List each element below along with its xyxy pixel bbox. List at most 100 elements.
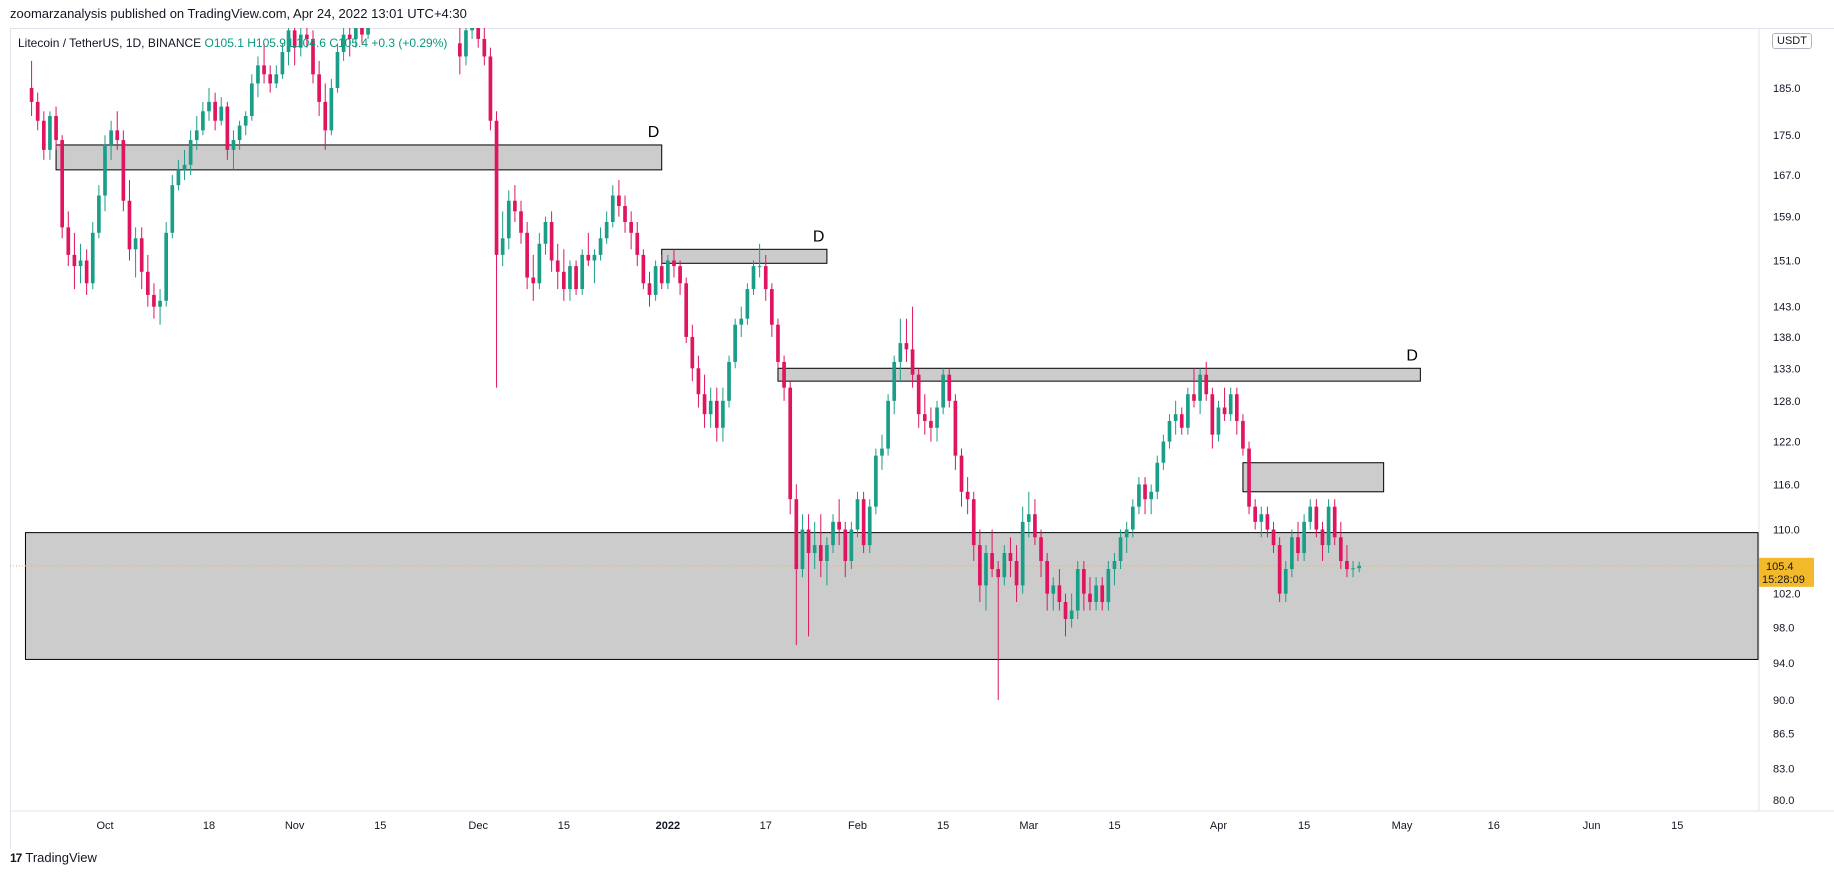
candle[interactable] (470, 28, 474, 39)
candle[interactable] (1161, 434, 1166, 470)
candle[interactable] (1332, 499, 1337, 546)
candle[interactable] (1106, 560, 1111, 611)
candle[interactable] (623, 195, 627, 233)
candle[interactable] (812, 521, 817, 570)
candle[interactable] (182, 149, 187, 181)
candle[interactable] (984, 545, 988, 611)
candle[interactable] (537, 232, 542, 290)
candle[interactable] (1259, 506, 1264, 538)
candle[interactable] (1143, 477, 1147, 515)
candle[interactable] (892, 355, 897, 415)
candle[interactable] (971, 491, 976, 561)
candle[interactable] (647, 271, 652, 307)
candle[interactable] (978, 529, 982, 603)
footer-brand[interactable]: 17 TradingView (10, 850, 97, 865)
candle[interactable] (249, 74, 254, 121)
candle[interactable] (739, 306, 744, 337)
candle[interactable] (90, 221, 95, 290)
candle[interactable] (1290, 529, 1294, 578)
candle[interactable] (763, 254, 768, 301)
candle[interactable] (953, 394, 958, 470)
candle[interactable] (311, 30, 315, 84)
candle[interactable] (770, 283, 774, 337)
candle[interactable] (152, 283, 156, 319)
candle[interactable] (1045, 553, 1049, 611)
candle[interactable] (1204, 361, 1209, 401)
candle[interactable] (867, 499, 872, 554)
candle[interactable] (1002, 545, 1007, 586)
candle[interactable] (874, 448, 878, 515)
candle[interactable] (347, 28, 352, 57)
candle[interactable] (916, 368, 921, 428)
candle[interactable] (678, 260, 682, 295)
candle[interactable] (292, 28, 297, 66)
symbol-name[interactable]: Litecoin / TetherUS, 1D, BINANCE (18, 36, 202, 50)
candle[interactable] (782, 355, 786, 401)
candle[interactable] (1094, 577, 1098, 611)
candle[interactable] (1069, 593, 1074, 628)
candle[interactable] (947, 368, 952, 408)
candle[interactable] (929, 407, 933, 442)
candle[interactable] (1234, 387, 1239, 435)
candle[interactable] (506, 190, 511, 250)
candle[interactable] (109, 120, 113, 160)
candle[interactable] (776, 318, 780, 369)
candle[interactable] (733, 318, 737, 369)
candle[interactable] (225, 101, 230, 160)
candle[interactable] (1088, 577, 1092, 611)
candle[interactable] (922, 394, 927, 435)
candle[interactable] (476, 28, 481, 48)
candle[interactable] (708, 387, 713, 428)
candle[interactable] (1277, 537, 1282, 603)
candle[interactable] (843, 521, 848, 578)
candle[interactable] (1100, 577, 1105, 611)
candle[interactable] (1118, 529, 1123, 570)
candle[interactable] (1063, 593, 1068, 637)
candle[interactable] (659, 254, 664, 290)
candle[interactable] (29, 60, 34, 117)
candle[interactable] (1345, 545, 1349, 578)
candle[interactable] (1198, 368, 1202, 415)
candle[interactable] (78, 243, 83, 284)
zone-box[interactable] (24, 532, 1759, 660)
candle[interactable] (139, 227, 144, 290)
candle[interactable] (941, 368, 945, 415)
candle[interactable] (1192, 368, 1196, 408)
candle[interactable] (604, 211, 609, 244)
candle[interactable] (464, 28, 468, 66)
candle[interactable] (353, 28, 358, 48)
candle[interactable] (1302, 514, 1306, 561)
candle[interactable] (745, 283, 750, 325)
candle[interactable] (1271, 521, 1276, 554)
candle[interactable] (586, 232, 591, 267)
candle[interactable] (757, 243, 762, 278)
candle[interactable] (543, 216, 548, 255)
candle[interactable] (825, 537, 829, 586)
candle[interactable] (880, 434, 884, 470)
candle[interactable] (641, 249, 646, 290)
candle[interactable] (1112, 553, 1117, 586)
candle[interactable] (127, 180, 132, 261)
candle[interactable] (488, 47, 493, 131)
candle[interactable] (1179, 407, 1184, 435)
candle[interactable] (133, 227, 138, 278)
candle[interactable] (305, 28, 309, 48)
candle[interactable] (219, 97, 224, 126)
candle[interactable] (298, 28, 303, 57)
candle[interactable] (1338, 521, 1343, 570)
candle[interactable] (494, 111, 499, 388)
candlestick-chart[interactable]: DDD 185.0175.0167.0159.0151.0143.0138.01… (0, 0, 1834, 850)
candle[interactable] (555, 243, 560, 290)
chart-frame[interactable] (10, 28, 1834, 849)
candle[interactable] (525, 221, 529, 290)
candle[interactable] (617, 180, 621, 217)
candle[interactable] (262, 43, 266, 84)
candle[interactable] (54, 106, 58, 150)
candle[interactable] (1014, 545, 1019, 603)
candle[interactable] (1057, 569, 1062, 611)
candle[interactable] (237, 120, 242, 150)
candle[interactable] (1008, 537, 1013, 578)
candle[interactable] (592, 249, 597, 284)
candle[interactable] (366, 28, 370, 39)
candle[interactable] (990, 529, 994, 578)
